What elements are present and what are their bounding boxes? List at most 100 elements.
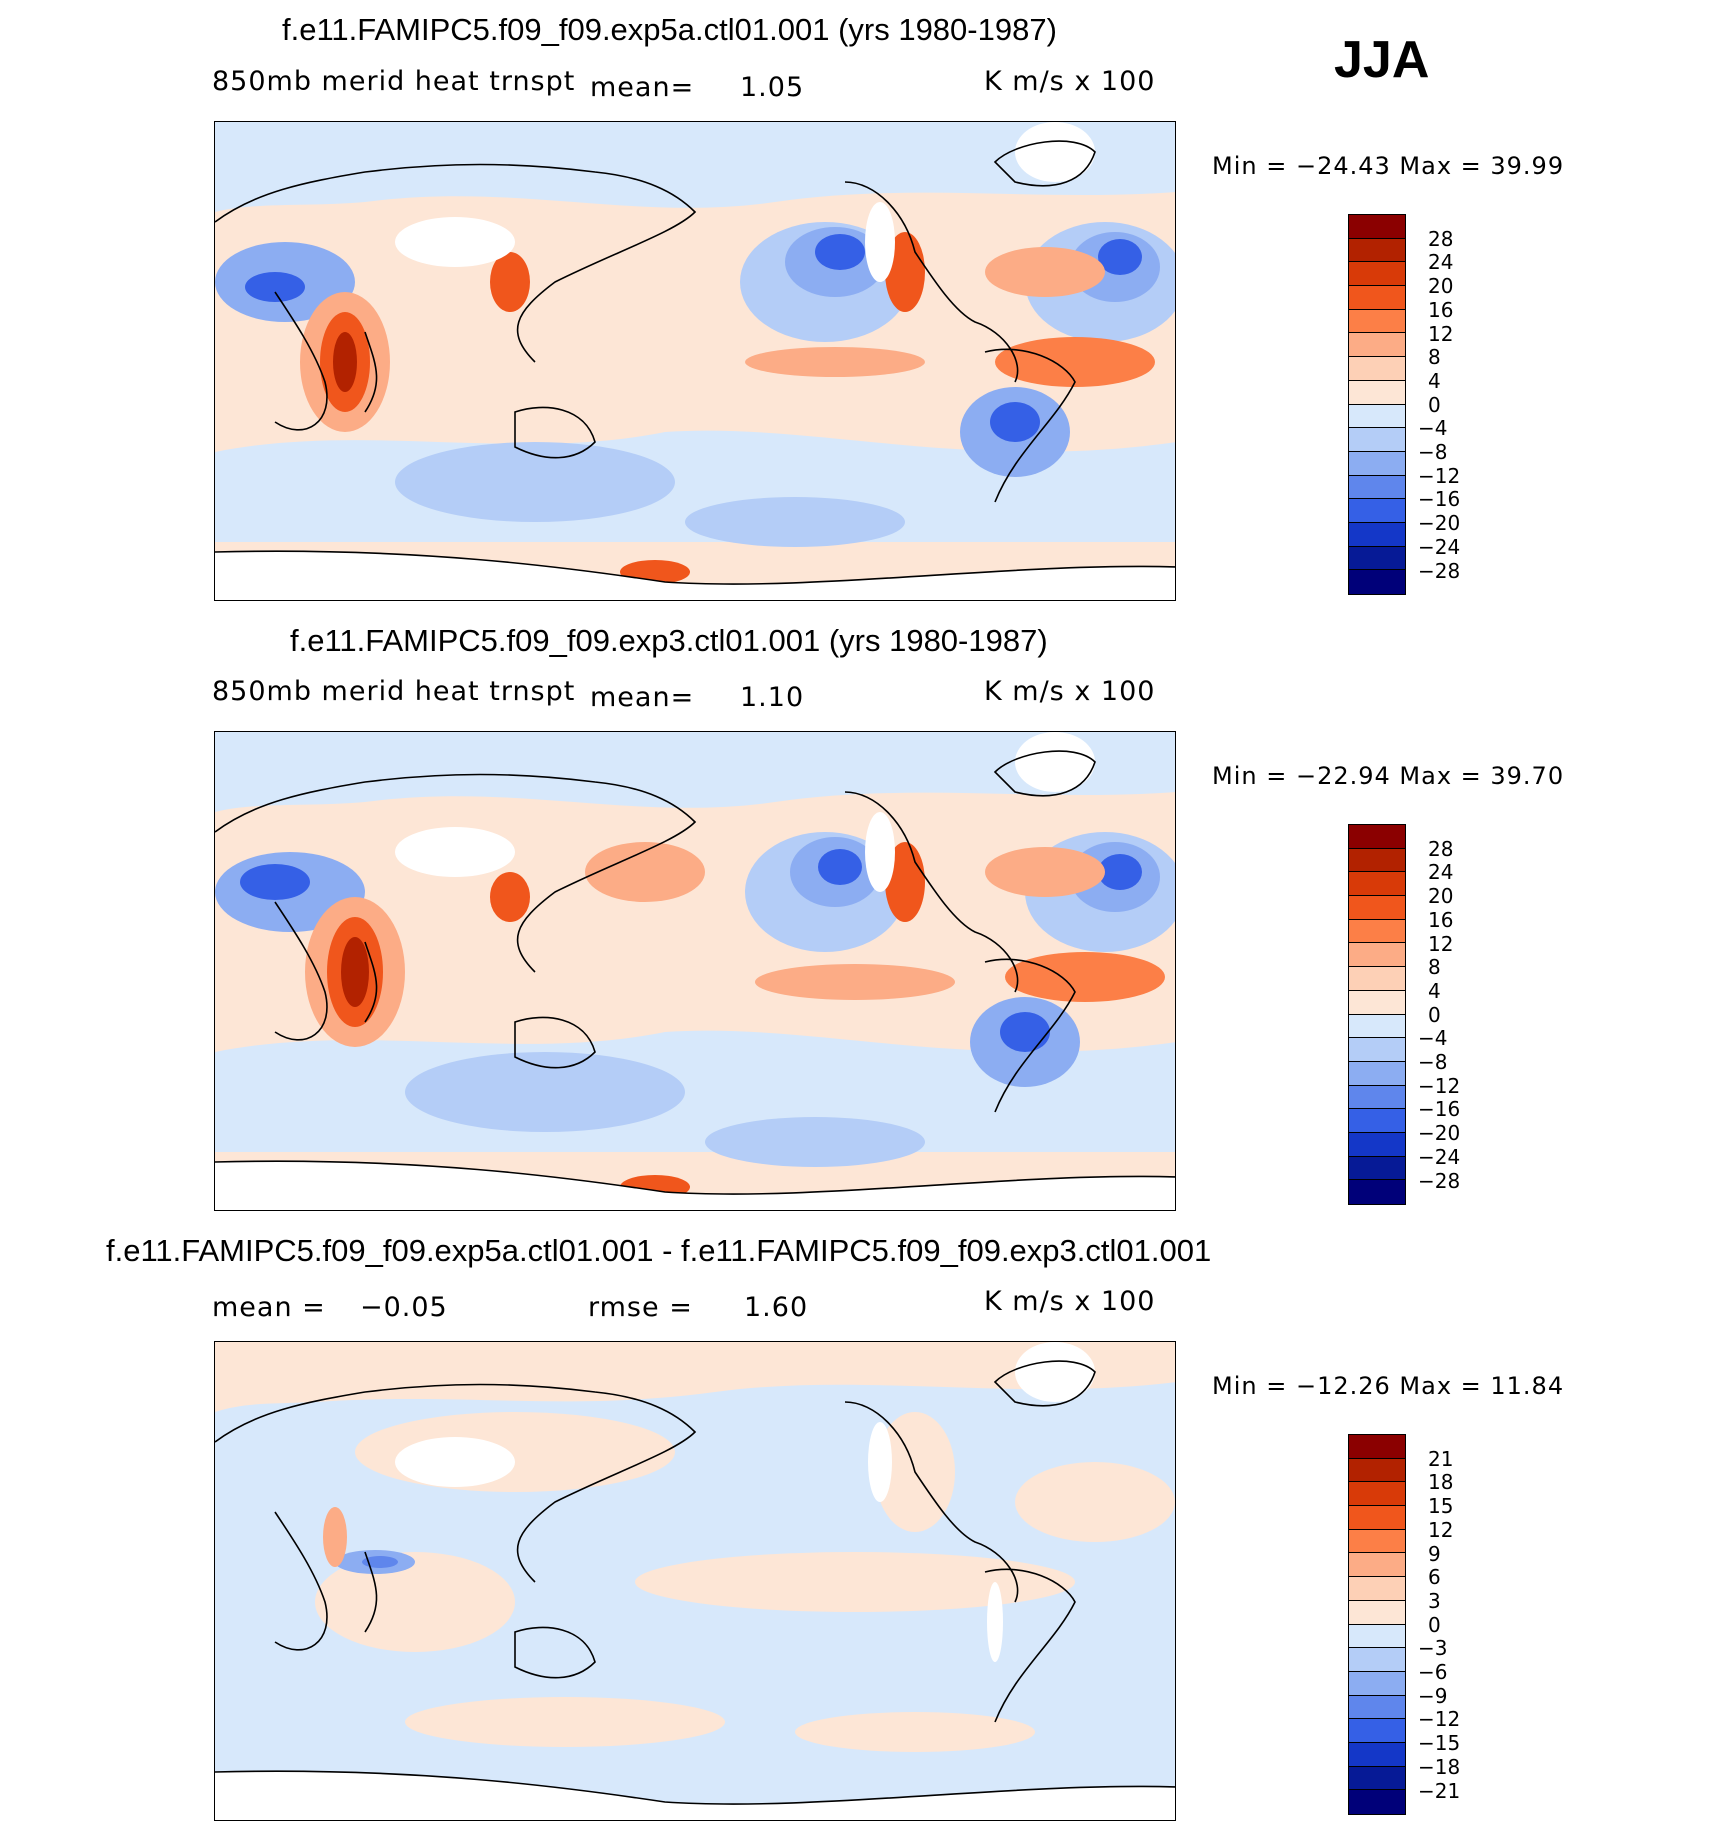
colorbar-tick-label: −28 — [1418, 1168, 1461, 1193]
rockies-missing — [865, 202, 895, 282]
colorbar-segment — [1349, 1061, 1405, 1086]
colorbar-tick-label: −12 — [1418, 1073, 1461, 1098]
colorbar-tick-label: 4 — [1428, 368, 1441, 393]
colorbar-segment — [1349, 333, 1405, 358]
arctic-negative-band — [215, 122, 1175, 212]
colorbar-segment — [1349, 967, 1405, 991]
season-label: JJA — [1334, 31, 1430, 89]
colorbar-tick-label: 0 — [1428, 1612, 1441, 1637]
colorbar-segment — [1349, 1458, 1405, 1483]
tibet-missing — [395, 1437, 515, 1487]
colorbar-tick-label: −15 — [1418, 1731, 1461, 1756]
colorbar-segment — [1349, 404, 1405, 429]
east-asia-positive — [490, 252, 530, 312]
panel-3-colorbar-box — [1348, 1434, 1406, 1815]
colorbar-segment — [1349, 1435, 1405, 1459]
colorbar-tick-label: 8 — [1428, 955, 1441, 980]
south-pacific-positive — [795, 1712, 1035, 1752]
coastlines — [215, 140, 1175, 585]
colorbar-tick-label: 20 — [1428, 884, 1454, 909]
colorbar-segment — [1349, 1132, 1405, 1157]
panel-2-colorbar-box — [1348, 824, 1406, 1205]
north-pacific-negative-core — [815, 234, 865, 270]
south-pacific-negative — [685, 497, 905, 547]
colorbar-segment — [1349, 1180, 1405, 1204]
colorbar-tick-label: 4 — [1428, 978, 1441, 1003]
colorbar-segment — [1349, 1624, 1405, 1649]
colorbar-tick-label: 9 — [1428, 1541, 1441, 1566]
greenland-missing — [1015, 1342, 1095, 1402]
panel-3-rmse-label: rmse = — [588, 1292, 693, 1323]
panel-1-map — [214, 121, 1176, 601]
south-positive — [405, 1697, 725, 1747]
panel-3-units: K m/s x 100 — [984, 1286, 1156, 1317]
colorbar-tick-label: 12 — [1428, 1517, 1454, 1542]
brazil-east-positive — [995, 337, 1155, 387]
red-sea-positive — [323, 1507, 347, 1567]
colorbar-tick-label: −16 — [1418, 487, 1461, 512]
south-america-negative-core — [1000, 1012, 1050, 1052]
tropical-pacific-positive — [745, 347, 925, 377]
panel-3-minmax: Min = −12.26 Max = 11.84 — [1212, 1372, 1565, 1400]
tibet-missing — [395, 217, 515, 267]
colorbar-tick-label: −4 — [1418, 1026, 1448, 1051]
colorbar-segment — [1349, 1482, 1405, 1507]
colorbar-tick-label: 20 — [1428, 274, 1454, 299]
colorbar-tick-label: 6 — [1428, 1565, 1441, 1590]
colorbar-segment — [1349, 1506, 1405, 1530]
south-america-negative-core — [990, 402, 1040, 442]
colorbar-tick-label: −24 — [1418, 1144, 1461, 1169]
panel-1-colorbar — [1348, 214, 1406, 595]
colorbar-tick-label: 21 — [1428, 1446, 1454, 1471]
colorbar-tick-label: 16 — [1428, 297, 1454, 322]
north-atlantic-negative-core — [1098, 854, 1142, 890]
colorbar-tick-label: 12 — [1428, 321, 1454, 346]
colorbar-segment — [1349, 1790, 1405, 1814]
colorbar-segment — [1349, 499, 1405, 523]
panel-3-title: f.e11.FAMIPC5.f09_f09.exp5a.ctl01.001 - … — [106, 1233, 1212, 1268]
colorbar-tick-label: −8 — [1418, 1050, 1448, 1074]
panel-1-colorbar-box — [1348, 214, 1406, 595]
colorbar-segment — [1349, 1038, 1405, 1062]
panel-3-mean-label: mean = — [212, 1292, 326, 1323]
colorbar-tick-label: 12 — [1428, 931, 1454, 956]
colorbar-segment — [1349, 1156, 1405, 1181]
atlantic-positive — [1015, 1462, 1175, 1542]
colorbar-tick-label: 0 — [1428, 392, 1441, 417]
tibet-missing — [395, 827, 515, 877]
colorbar-tick-label: −28 — [1418, 558, 1461, 583]
panel-3-map — [214, 1341, 1176, 1821]
tropical-pacific-positive — [755, 964, 955, 1000]
andes-missing — [987, 1582, 1003, 1662]
south-pacific-negative — [705, 1117, 925, 1167]
coastlines — [215, 750, 1175, 1195]
colorbar-segment — [1349, 1719, 1405, 1743]
colorbar-tick-label: −3 — [1418, 1636, 1448, 1661]
colorbar-tick-label: −16 — [1418, 1097, 1461, 1122]
colorbar-segment — [1349, 848, 1405, 873]
panel-1-mean-label: mean= — [590, 72, 695, 103]
mideast-negative-core — [240, 864, 310, 900]
north-atlantic-negative-core — [1098, 239, 1142, 275]
south-indian-negative — [395, 442, 675, 522]
arabian-negative-core — [362, 1556, 398, 1568]
greenland-missing — [1015, 732, 1095, 792]
colorbar-tick-label: 28 — [1428, 836, 1454, 861]
tropics-positive — [635, 1552, 1075, 1612]
colorbar-segment — [1349, 1742, 1405, 1767]
indian-positive — [315, 1552, 515, 1652]
antarctica-missing — [215, 551, 1175, 600]
colorbar-segment — [1349, 546, 1405, 571]
panel-3-rmse-value: 1.60 — [744, 1292, 809, 1323]
colorbar-tick-label: −18 — [1418, 1754, 1461, 1779]
panel-2-variable: 850mb merid heat trnspt — [212, 676, 576, 707]
northwest-pacific-positive — [585, 842, 705, 902]
colorbar-tick-label: 18 — [1428, 1470, 1454, 1495]
panel-1-units: K m/s x 100 — [984, 66, 1156, 97]
panel-1-minmax: Min = −24.43 Max = 39.99 — [1212, 152, 1565, 180]
rockies-missing — [868, 1422, 892, 1502]
panel-3-map-svg — [215, 1342, 1175, 1820]
colorbar-segment — [1349, 475, 1405, 500]
north-pacific-negative-core — [818, 849, 862, 885]
north-positive-patch — [215, 1342, 1175, 1412]
